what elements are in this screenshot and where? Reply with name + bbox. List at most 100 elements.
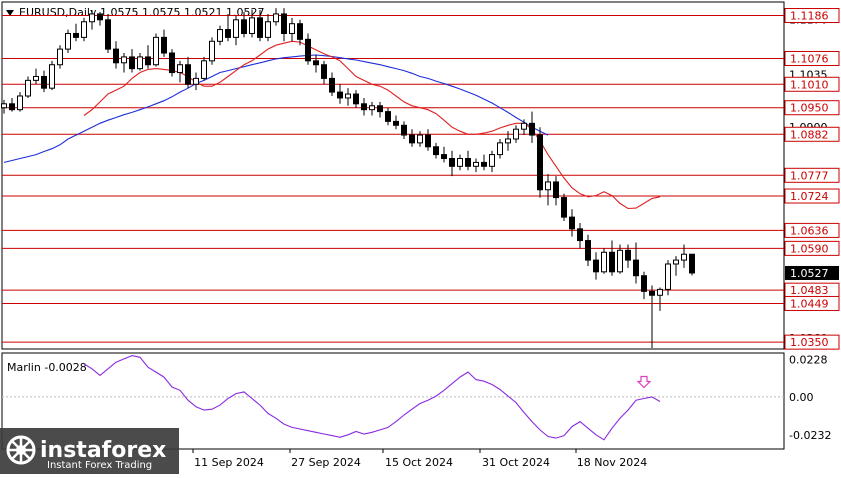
level-label: 1.1076 — [790, 52, 829, 65]
candle-body-bear — [529, 122, 535, 136]
candle-body-bull — [521, 122, 527, 130]
candle — [17, 92, 23, 112]
level-label-box — [784, 188, 840, 204]
x-tick-label: 15 Oct 2024 — [385, 456, 453, 469]
candle-body-bear — [441, 154, 447, 160]
candle-body-bull — [417, 134, 423, 144]
level-label-box — [784, 76, 840, 92]
candle-body-bull — [617, 249, 623, 273]
candle-body-bull — [65, 32, 71, 50]
candle — [441, 146, 447, 163]
candle — [25, 76, 31, 98]
level-label-box — [784, 334, 840, 350]
candle — [281, 8, 287, 42]
candle — [313, 54, 319, 73]
candle-body-bear — [161, 36, 167, 54]
candle-body-bull — [153, 36, 159, 66]
candle-body-bull — [545, 181, 551, 191]
watermark-brand: instaforex — [40, 438, 166, 463]
candle-body-bull — [49, 64, 55, 89]
current-price-label: 1.0527 — [790, 267, 829, 280]
candle-body-bull — [457, 158, 463, 167]
candle — [145, 45, 151, 69]
candle — [665, 260, 671, 296]
collapse-triangle-icon[interactable] — [6, 10, 14, 16]
candle — [593, 252, 599, 280]
level-label: 1.0882 — [790, 128, 829, 141]
candle-body-bear — [105, 19, 111, 50]
candle-body-bull — [1, 103, 7, 109]
candle — [393, 115, 399, 130]
candle-body-bull — [17, 95, 23, 111]
candle — [449, 150, 455, 177]
level-label: 1.0350 — [790, 336, 829, 349]
candle — [657, 287, 663, 311]
candle — [361, 97, 367, 116]
candle-body-bear — [569, 216, 575, 230]
candle — [601, 248, 607, 274]
candle-body-bear — [97, 13, 103, 21]
candle-body-bear — [377, 105, 383, 113]
candle — [689, 253, 695, 276]
down-arrow-icon — [636, 375, 652, 389]
current-price-badge — [785, 265, 839, 280]
candle — [105, 13, 111, 54]
osc-y-tick-label: -0.0232 — [789, 429, 831, 442]
candle — [217, 25, 223, 46]
candle — [521, 119, 527, 136]
candle — [137, 53, 143, 71]
candle-body-bull — [25, 79, 31, 97]
level-label: 1.1010 — [790, 78, 829, 91]
level-label: 1.0483 — [790, 284, 829, 297]
instaforex-logo-icon — [6, 435, 36, 465]
candle — [241, 11, 247, 38]
candle-body-bear — [321, 64, 327, 79]
level-label-box — [784, 167, 840, 183]
level-label-box — [784, 222, 840, 238]
level-label: 1.0590 — [790, 242, 829, 255]
candle-body-bear — [641, 275, 647, 292]
candle-body-bear — [593, 259, 599, 273]
candle — [9, 97, 15, 112]
candle — [1, 99, 7, 114]
candle — [345, 88, 351, 106]
candle-body-bear — [169, 52, 175, 74]
candle-body-bull — [233, 19, 239, 38]
candle — [337, 84, 343, 104]
candle — [249, 10, 255, 38]
level-label: 1.0724 — [790, 190, 829, 203]
candle-body-bear — [337, 91, 343, 99]
candle — [625, 244, 631, 268]
candle — [465, 150, 471, 171]
candle — [633, 242, 639, 284]
candle — [481, 154, 487, 171]
candle-body-bear — [465, 158, 471, 167]
candle-body-bear — [577, 228, 583, 242]
candle-body-bull — [473, 161, 479, 167]
candle — [73, 23, 79, 42]
candle — [209, 37, 215, 65]
candle — [329, 72, 335, 96]
candle — [561, 193, 567, 222]
candle — [257, 10, 263, 42]
candle-body-bull — [497, 142, 503, 156]
candle — [273, 8, 279, 26]
candle-body-bull — [217, 29, 223, 42]
candle-body-bull — [289, 23, 295, 34]
candle — [409, 129, 415, 147]
moving-average-blue — [3, 54, 549, 163]
candle — [297, 19, 303, 46]
candle-body-bear — [401, 124, 407, 136]
candle — [177, 60, 183, 83]
candle — [161, 29, 167, 57]
candle-body-bull — [57, 48, 63, 66]
candle-body-bull — [201, 60, 207, 79]
candle — [201, 56, 207, 81]
candle — [473, 158, 479, 173]
candle-body-bear — [225, 29, 231, 38]
candle-body-bear — [9, 103, 15, 111]
candle — [433, 142, 439, 159]
candle-body-bear — [689, 253, 695, 274]
level-label-box — [784, 50, 840, 66]
